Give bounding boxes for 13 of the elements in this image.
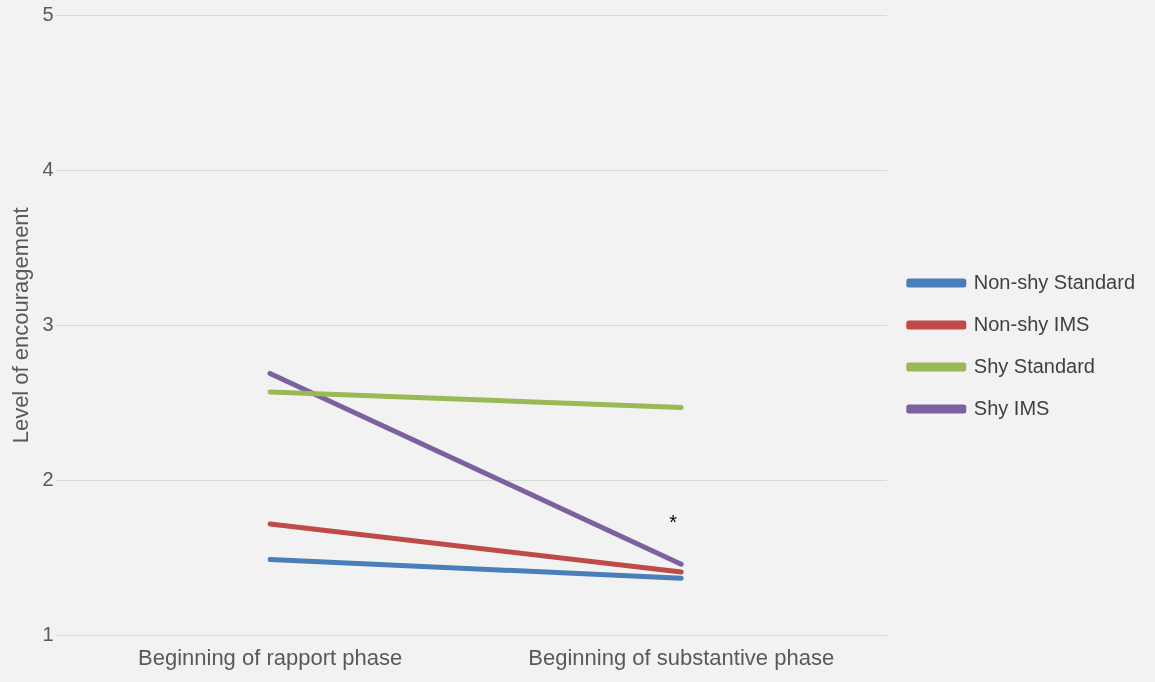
x-tick-label: Beginning of rapport phase bbox=[137, 644, 403, 670]
annotation: * bbox=[669, 511, 678, 534]
legend-label: Non-shy IMS bbox=[973, 312, 1090, 335]
legend-label: Shy Standard bbox=[973, 354, 1095, 377]
y-axis-title: Level of encouragement bbox=[8, 207, 34, 444]
legend-label: Shy IMS bbox=[973, 396, 1050, 419]
y-tick-label: 4 bbox=[42, 157, 54, 180]
y-tick-label: 1 bbox=[42, 623, 54, 646]
y-tick-label: 5 bbox=[42, 2, 54, 25]
y-tick-label: 3 bbox=[42, 312, 54, 335]
legend-label: Non-shy Standard bbox=[973, 270, 1135, 293]
x-tick-label: Beginning of substantive phase bbox=[528, 644, 835, 670]
y-tick-label: 2 bbox=[42, 467, 54, 490]
